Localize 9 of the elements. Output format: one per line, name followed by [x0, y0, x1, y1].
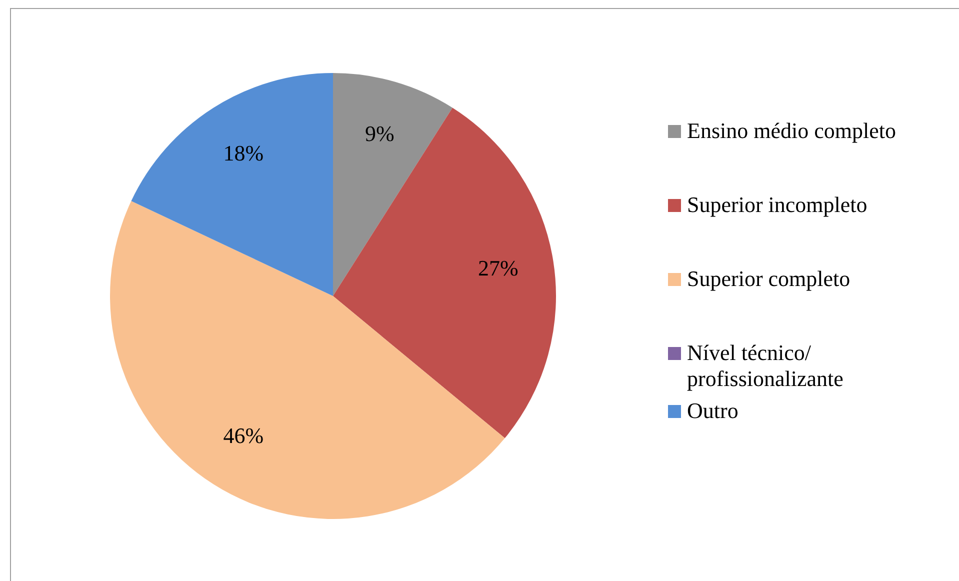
legend-label: Ensino médio completo — [687, 118, 896, 144]
data-label: 27% — [478, 256, 518, 281]
data-label: 9% — [364, 121, 394, 146]
legend-label: Outro — [687, 398, 738, 424]
data-label: 46% — [223, 422, 264, 448]
legend-label: Superior completo — [687, 266, 850, 292]
legend-label: Nível técnico/ profissionalizante — [687, 340, 844, 392]
data-label: 18% — [223, 140, 264, 166]
legend-label: Superior incompleto — [687, 192, 868, 218]
